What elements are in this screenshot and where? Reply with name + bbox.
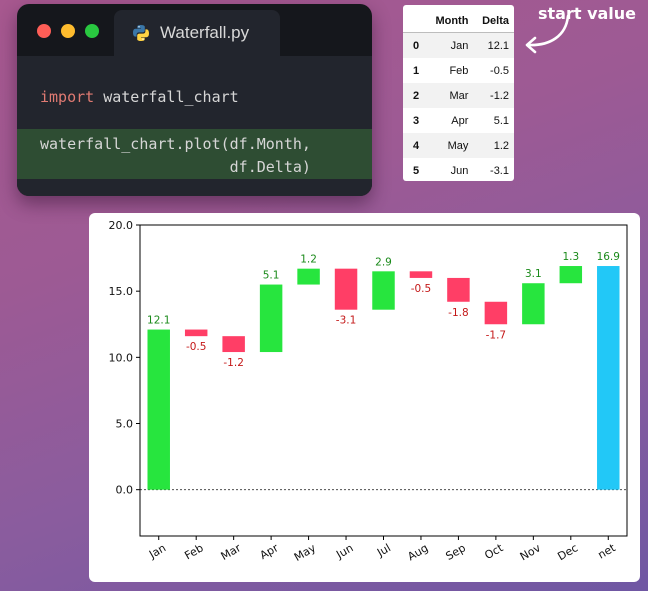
x-tick-label: Jan <box>146 541 168 561</box>
bar-sep <box>447 277 470 302</box>
data-label: -0.5 <box>411 283 432 295</box>
table-row: 1 Feb -0.5 <box>403 58 514 83</box>
dataframe-table: Month Delta 0 Jan 12.1 1 Feb -0.5 2 Mar -1.2 3… <box>403 5 514 181</box>
delta-cell: -0.5 <box>490 64 509 77</box>
month-cell: Feb <box>449 64 469 77</box>
code-line-call-2: df.Delta) <box>40 158 311 176</box>
highlighted-line <box>17 129 372 179</box>
x-tick-label: Feb <box>182 541 205 562</box>
bar-jan <box>147 329 170 490</box>
bar-feb <box>184 329 208 337</box>
column-header: Month <box>426 10 474 33</box>
month-cell: Jun <box>450 164 469 177</box>
x-tick-label: Apr <box>258 541 281 562</box>
plot-frame <box>139 224 628 537</box>
import-keyword: import <box>40 88 95 106</box>
python-icon <box>133 25 149 41</box>
x-tick-label: Jul <box>374 541 393 559</box>
x-tick-label: Nov <box>518 541 544 563</box>
delta-cell: 5.1 <box>493 114 509 127</box>
table-row: 2 Mar -1.2 <box>403 83 514 108</box>
waterfall-chart-card: 0.0 5.0 10.0 15.0 20.0 12.1 Jan -0.5 Feb -1.2 Mar 5… <box>89 213 640 582</box>
column-header <box>403 10 427 33</box>
waterfall-chart: 0.0 5.0 10.0 15.0 20.0 12.1 Jan -0.5 Feb -1.2 Mar 5… <box>109 219 628 564</box>
close-dot-icon[interactable] <box>37 24 51 38</box>
import-line: import waterfall_chart <box>40 88 239 106</box>
bar-nov <box>522 283 545 325</box>
data-label: 5.1 <box>263 270 280 282</box>
table-row: 5 Jun -3.1 <box>403 158 514 183</box>
row-index: 3 <box>413 114 420 127</box>
x-tick-label: Sep <box>443 541 467 563</box>
month-cell: Apr <box>451 114 469 127</box>
row-index: 4 <box>403 133 427 158</box>
data-label: -1.7 <box>486 329 507 341</box>
code-line-call-1: waterfall_chart.plot(df.Month, <box>40 135 311 153</box>
y-tick-label: 20.0 <box>109 219 134 232</box>
row-index: 0 <box>403 32 427 58</box>
month-cell: May <box>426 133 474 158</box>
import-module: waterfall_chart <box>94 88 239 106</box>
bar-may <box>297 268 320 285</box>
file-name: Waterfall.py <box>160 23 250 42</box>
data-label: 1.3 <box>562 251 579 263</box>
x-tick-label: Aug <box>405 541 430 563</box>
bar-apr <box>259 284 283 353</box>
maximize-dot-icon[interactable] <box>85 24 99 38</box>
data-label: 12.1 <box>147 315 170 327</box>
data-label: -1.2 <box>223 357 244 369</box>
data-label: -3.1 <box>336 315 357 327</box>
month-cell: Jan <box>426 32 474 58</box>
table-header-row: Month Delta <box>403 10 514 33</box>
curved-arrow-icon <box>525 14 570 54</box>
month-cell: Mar <box>426 83 474 108</box>
y-tick-label: 15.0 <box>109 285 134 298</box>
delta-cell: -1.2 <box>473 83 514 108</box>
row-index: 5 <box>413 164 420 177</box>
bar-net <box>597 266 620 490</box>
data-label: 1.2 <box>300 254 317 266</box>
minimize-dot-icon[interactable] <box>61 24 75 38</box>
x-tick-label: Oct <box>482 541 506 562</box>
delta-cell: 1.2 <box>473 133 514 158</box>
delta-cell: 12.1 <box>473 32 514 58</box>
column-header: Delta <box>473 10 514 33</box>
bar-jun <box>334 268 358 310</box>
x-tick-label: Jun <box>333 541 355 561</box>
row-index: 1 <box>413 64 420 77</box>
window-controls <box>37 24 99 38</box>
bar-oct <box>484 301 508 325</box>
row-index: 2 <box>403 83 427 108</box>
start-value-annotation: start value <box>538 4 637 23</box>
table-row: 0 Jan 12.1 <box>403 32 514 58</box>
data-label: 16.9 <box>597 251 620 263</box>
x-tick-label: Mar <box>219 541 244 563</box>
bar-dec <box>559 266 583 284</box>
code-editor[interactable]: import waterfall_chart waterfall_chart.p… <box>17 56 372 196</box>
x-tick-label: Dec <box>555 541 580 563</box>
code-window: Waterfall.py import waterfall_chart wate… <box>17 4 372 196</box>
bar-aug <box>409 271 433 278</box>
y-tick-label: 0.0 <box>116 484 134 497</box>
data-label: -0.5 <box>186 341 207 353</box>
y-tick-label: 5.0 <box>116 418 134 431</box>
bar-mar <box>222 336 245 353</box>
y-tick-label: 10.0 <box>109 351 134 364</box>
delta-cell: -3.1 <box>490 164 509 177</box>
data-label: 3.1 <box>525 268 542 280</box>
x-tick-label: net <box>596 541 619 562</box>
data-label: 2.9 <box>375 256 392 268</box>
bar-jul <box>372 271 395 310</box>
table-row: 3 Apr 5.1 <box>403 108 514 133</box>
file-tab[interactable]: Waterfall.py <box>114 10 280 56</box>
x-tick-label: May <box>292 541 319 564</box>
table-row: 4 May 1.2 <box>403 133 514 158</box>
data-label: -1.8 <box>448 307 469 319</box>
